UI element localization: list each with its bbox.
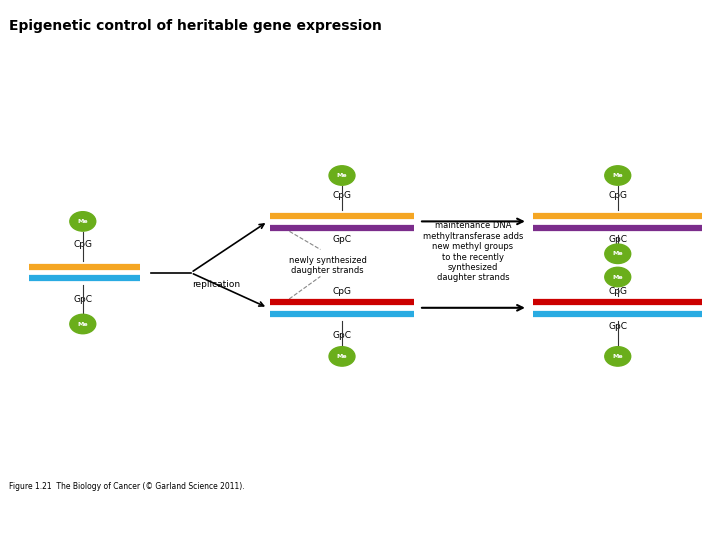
- Circle shape: [605, 166, 631, 185]
- Text: Me: Me: [78, 321, 88, 327]
- Text: Epigenetic control of heritable gene expression: Epigenetic control of heritable gene exp…: [9, 19, 382, 33]
- Circle shape: [329, 166, 355, 185]
- Text: GpC: GpC: [608, 235, 627, 244]
- Text: CpG: CpG: [333, 191, 351, 200]
- Text: CpG: CpG: [608, 191, 627, 200]
- Text: Me: Me: [613, 354, 623, 359]
- Text: GpC: GpC: [73, 295, 92, 304]
- Circle shape: [605, 244, 631, 264]
- Text: newly synthesized
daughter strands: newly synthesized daughter strands: [289, 256, 366, 275]
- Circle shape: [70, 212, 96, 231]
- Text: Me: Me: [613, 251, 623, 256]
- Text: GpC: GpC: [333, 235, 351, 244]
- Text: Me: Me: [613, 173, 623, 178]
- Text: CpG: CpG: [73, 240, 92, 248]
- Text: GpC: GpC: [333, 332, 351, 340]
- Circle shape: [605, 267, 631, 287]
- Text: Me: Me: [613, 274, 623, 280]
- Text: CpG: CpG: [333, 287, 351, 296]
- Text: replication: replication: [192, 280, 240, 289]
- Text: CpG: CpG: [608, 287, 627, 296]
- Text: Figure 1.21  The Biology of Cancer (© Garland Science 2011).: Figure 1.21 The Biology of Cancer (© Gar…: [9, 482, 244, 491]
- Circle shape: [329, 347, 355, 366]
- Text: Me: Me: [337, 173, 347, 178]
- Circle shape: [70, 314, 96, 334]
- Text: GpC: GpC: [608, 322, 627, 331]
- Text: Me: Me: [337, 354, 347, 359]
- Text: maintenance DNA
methyltransferase adds
new methyl groups
to the recently
synthes: maintenance DNA methyltransferase adds n…: [423, 221, 523, 282]
- Text: Me: Me: [78, 219, 88, 224]
- Circle shape: [605, 347, 631, 366]
